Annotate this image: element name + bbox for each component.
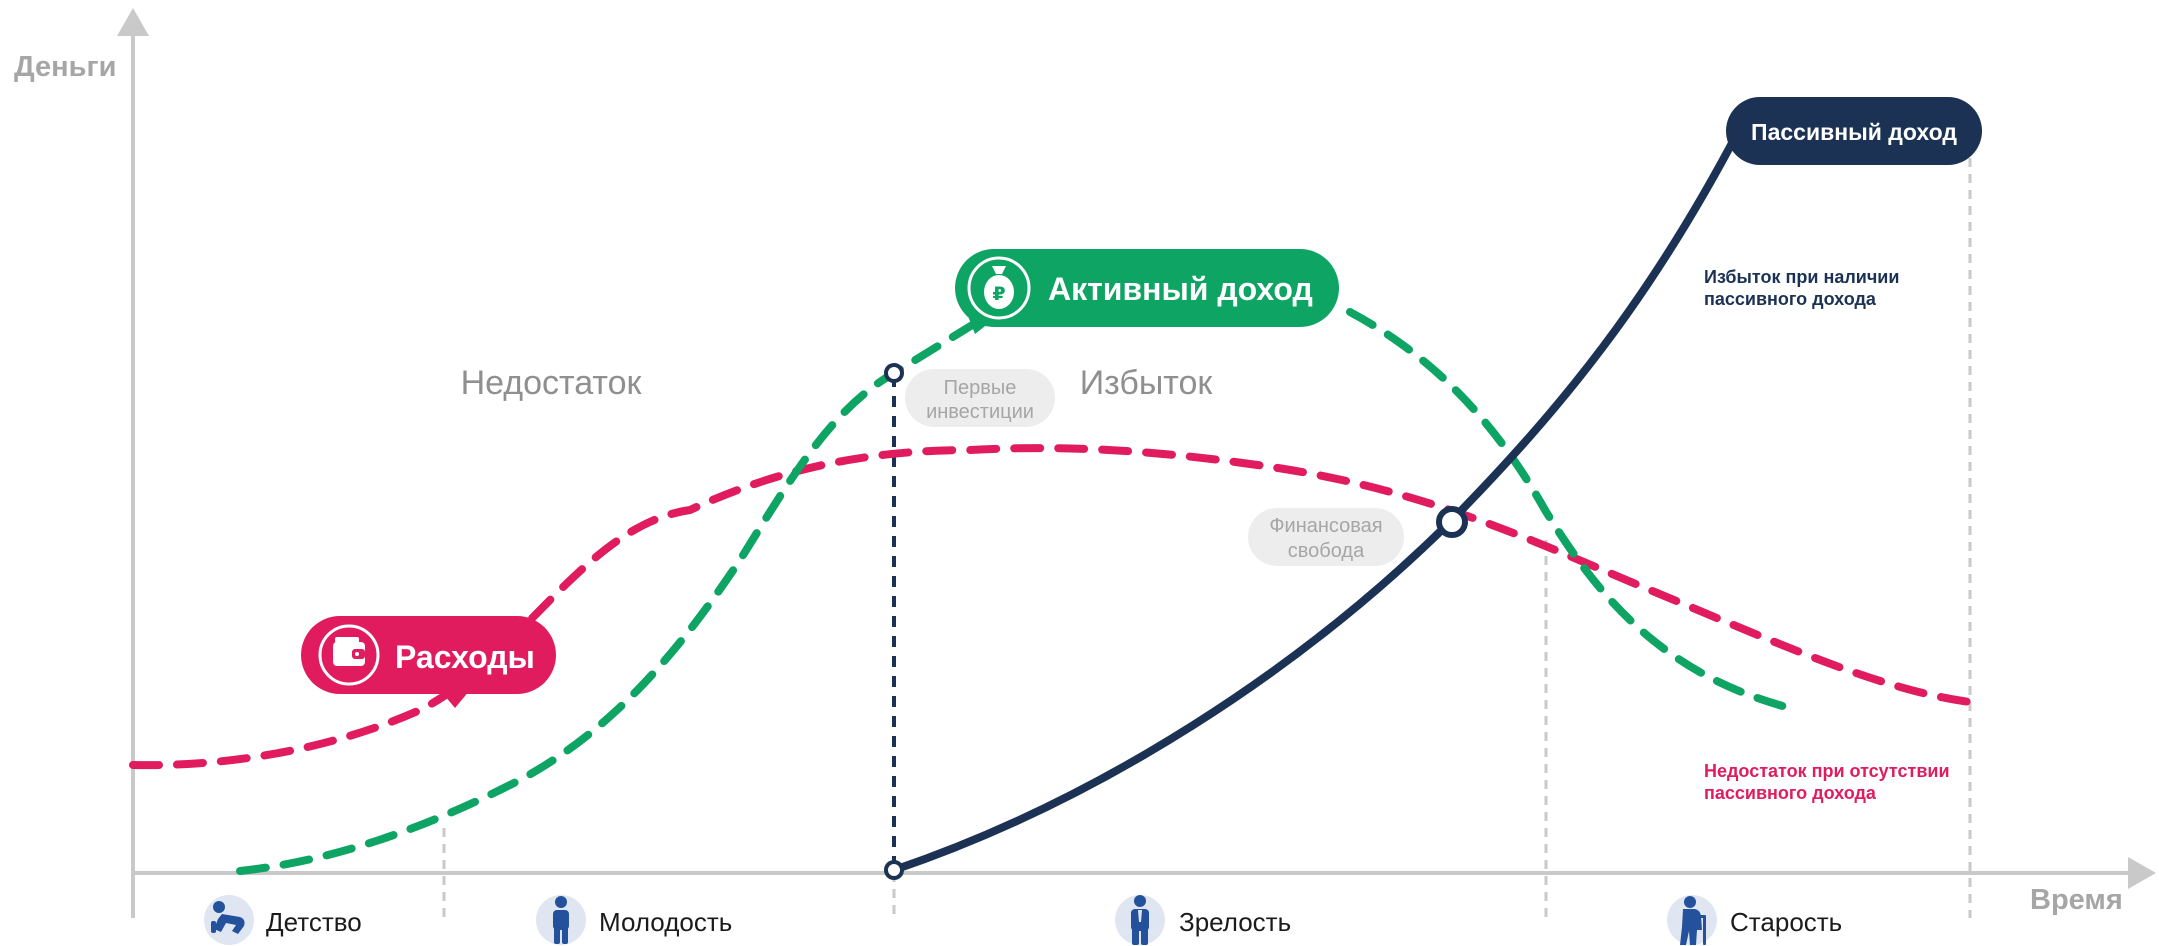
expenses-badge: Расходы: [301, 616, 556, 708]
active-income-curve: [236, 298, 1794, 875]
deficit-no-passive-line2: пассивного дохода: [1704, 783, 1877, 803]
first-investments-pill: Первые инвестиции: [905, 369, 1055, 427]
expenses-label: Расходы: [395, 639, 535, 675]
expenses-curve: [129, 444, 1974, 770]
stage-label-youth: Молодость: [599, 907, 732, 937]
life-stage-old-age: Старость: [1667, 895, 1842, 945]
wallet-icon: [333, 637, 365, 666]
financial-freedom-pill: Финансовая свобода: [1248, 508, 1404, 566]
y-axis-label: Деньги: [14, 51, 116, 83]
passive-income-label: Пассивный доход: [1751, 119, 1957, 145]
elderly-person-icon: [1680, 896, 1706, 945]
stage-label-old-age: Старость: [1730, 907, 1842, 937]
young-person-icon: [553, 896, 569, 944]
axes: Деньги Время: [14, 8, 2156, 918]
life-stage-maturity: Зрелость: [1115, 895, 1291, 945]
financial-freedom-line1: Финансовая: [1269, 515, 1382, 537]
x-axis-arrow: [2128, 857, 2156, 889]
life-stage-childhood: Детство: [204, 895, 362, 945]
first-investments-line2: инвестиции: [926, 401, 1034, 423]
passive-income-curve: [890, 124, 1744, 874]
surplus-passive-line2: пассивного дохода: [1704, 289, 1877, 309]
stage-label-childhood: Детство: [266, 907, 362, 937]
stage-label-maturity: Зрелость: [1179, 907, 1291, 937]
first-investments-line1: Первые: [944, 377, 1017, 399]
first-investments-point: [884, 363, 904, 383]
y-axis-arrow: [117, 8, 149, 36]
surplus-passive-line1: Избыток при наличии: [1704, 267, 1899, 287]
surplus-label: Избыток: [1080, 364, 1214, 402]
x-axis-label: Время: [2030, 884, 2123, 916]
crawling-baby-icon: [211, 901, 245, 934]
passive-income-start-point: [884, 860, 904, 880]
passive-income-badge: Пассивный доход: [1726, 97, 1982, 165]
deficit-label: Недостаток: [461, 364, 643, 402]
money-bag-ruble-icon: ₽: [984, 266, 1014, 309]
stage-separators: [442, 158, 1972, 918]
adult-person-icon: [1131, 895, 1149, 945]
active-income-badge: ₽ Активный доход: [955, 249, 1339, 334]
deficit-no-passive-line1: Недостаток при отсутствии: [1704, 761, 1950, 781]
active-income-label: Активный доход: [1048, 271, 1313, 307]
financial-freedom-line2: свобода: [1288, 540, 1365, 562]
financial-freedom-point: [1436, 506, 1468, 538]
life-stage-youth: Молодость: [536, 895, 732, 945]
svg-text:₽: ₽: [992, 284, 1005, 305]
